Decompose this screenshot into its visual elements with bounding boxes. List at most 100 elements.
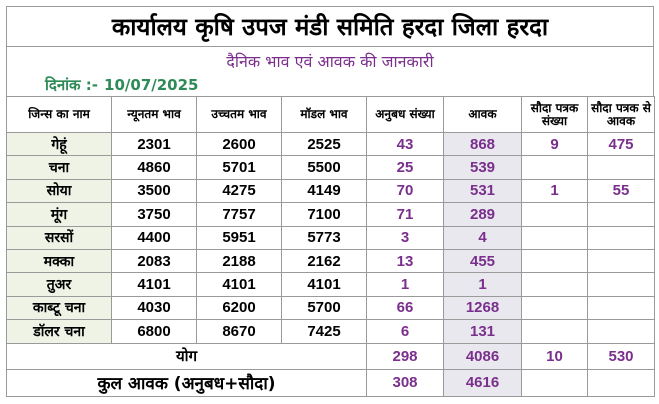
cell-max-price: 5951 (196, 225, 282, 250)
cell-deal-arrival (587, 202, 655, 227)
cell-commodity-name: मक्का (6, 248, 112, 274)
total-row: योग 298 4086 10 530 (6, 342, 655, 370)
cell-max-price: 6200 (196, 295, 282, 321)
cell-max-price: 8670 (196, 319, 282, 344)
cell-max-price: 2188 (196, 248, 282, 274)
cell-commodity-name: डॉलर चना (6, 319, 112, 344)
cell-model-price: 2162 (281, 248, 367, 274)
cell-deal-count (521, 202, 588, 227)
cell-model-price: 4149 (281, 178, 367, 204)
table-row: काब्टू चना 4030 6200 5700 66 1268 (6, 295, 655, 321)
cell-deal-arrival (587, 319, 655, 344)
cell-commodity-name: सोया (6, 178, 112, 204)
cell-model-price: 2525 (281, 131, 367, 157)
cell-arrival: 1268 (443, 295, 522, 321)
total-deal-count: 10 (521, 342, 588, 370)
grand-total-empty-2 (587, 368, 655, 397)
cell-max-price: 2600 (196, 131, 282, 157)
cell-arrival: 531 (443, 178, 522, 204)
grand-total-empty-1 (521, 368, 588, 397)
col-header-arrival: आवक (443, 96, 522, 133)
cell-contract-count: 66 (366, 295, 444, 321)
cell-model-price: 5500 (281, 155, 367, 180)
cell-deal-count (521, 225, 588, 250)
cell-contract-count: 13 (366, 248, 444, 274)
cell-deal-count (521, 272, 588, 297)
grand-total-label: कुल आवक (अनुबध+सौदा) (6, 368, 367, 397)
cell-contract-count: 70 (366, 178, 444, 204)
page-subtitle: दैनिक भाव एवं आवक की जानकारी (6, 46, 654, 74)
cell-commodity-name: चना (6, 155, 112, 180)
cell-deal-arrival (587, 225, 655, 250)
date-line: दिनांक :- 10/07/2025 (6, 74, 654, 96)
cell-commodity-name: गेहूं (6, 131, 112, 157)
col-header-min-price: न्यूनतम भाव (111, 96, 197, 133)
table-row: तुअर 4101 4101 4101 1 1 (6, 272, 655, 297)
cell-commodity-name: सरसों (6, 225, 112, 250)
col-header-max-price: उच्चतम भाव (196, 96, 282, 133)
col-header-model-price: मॉडल भाव (281, 96, 367, 133)
cell-min-price: 4860 (111, 155, 197, 180)
cell-arrival: 289 (443, 202, 522, 227)
total-deal-arrival: 530 (587, 342, 655, 370)
cell-arrival: 868 (443, 131, 522, 157)
cell-arrival: 131 (443, 319, 522, 344)
date-label: दिनांक :- (45, 76, 99, 94)
cell-min-price: 6800 (111, 319, 197, 344)
cell-deal-count: 1 (521, 178, 588, 204)
cell-commodity-name: काब्टू चना (6, 295, 112, 321)
cell-contract-count: 1 (366, 272, 444, 297)
table-row: मूंग 3750 7757 7100 71 289 (6, 202, 655, 227)
grand-total-contract-count: 308 (366, 368, 444, 397)
cell-contract-count: 71 (366, 202, 444, 227)
cell-max-price: 4275 (196, 178, 282, 204)
grand-total-row: कुल आवक (अनुबध+सौदा) 308 4616 (6, 368, 655, 397)
cell-commodity-name: तुअर (6, 272, 112, 297)
cell-deal-arrival (587, 155, 655, 180)
grand-total-arrival: 4616 (443, 368, 522, 397)
cell-model-price: 4101 (281, 272, 367, 297)
cell-arrival: 4 (443, 225, 522, 250)
cell-max-price: 7757 (196, 202, 282, 227)
cell-min-price: 4101 (111, 272, 197, 297)
cell-min-price: 2301 (111, 131, 197, 157)
cell-deal-count: 9 (521, 131, 588, 157)
cell-deal-arrival: 475 (587, 131, 655, 157)
cell-deal-count (521, 248, 588, 274)
cell-deal-arrival (587, 248, 655, 274)
cell-contract-count: 43 (366, 131, 444, 157)
cell-deal-arrival: 55 (587, 178, 655, 204)
cell-deal-count (521, 319, 588, 344)
cell-min-price: 4400 (111, 225, 197, 250)
cell-arrival: 455 (443, 248, 522, 274)
col-header-commodity: जिन्स का नाम (6, 96, 112, 133)
total-label: योग (6, 342, 367, 370)
table-row: चना 4860 5701 5500 25 539 (6, 155, 655, 180)
cell-deal-arrival (587, 295, 655, 321)
table-row: सोया 3500 4275 4149 70 531 1 55 (6, 178, 655, 204)
cell-min-price: 3500 (111, 178, 197, 204)
table-header-row: जिन्स का नाम न्यूनतम भाव उच्चतम भाव मॉडल… (6, 96, 655, 133)
col-header-contract-count: अनुबध संख्या (366, 96, 444, 133)
cell-contract-count: 25 (366, 155, 444, 180)
table-row: डॉलर चना 6800 8670 7425 6 131 (6, 319, 655, 344)
cell-deal-count (521, 295, 588, 321)
cell-min-price: 3750 (111, 202, 197, 227)
cell-model-price: 7425 (281, 319, 367, 344)
table-row: गेहूं 2301 2600 2525 43 868 9 475 (6, 131, 655, 157)
cell-commodity-name: मूंग (6, 202, 112, 227)
cell-deal-arrival (587, 272, 655, 297)
date-value: 10/07/2025 (104, 76, 199, 94)
cell-deal-count (521, 155, 588, 180)
price-table: जिन्स का नाम न्यूनतम भाव उच्चतम भाव मॉडल… (6, 96, 655, 397)
total-arrival: 4086 (443, 342, 522, 370)
cell-model-price: 5700 (281, 295, 367, 321)
table-row: सरसों 4400 5951 5773 3 4 (6, 225, 655, 250)
cell-model-price: 7100 (281, 202, 367, 227)
col-header-deal-arrival: सौदा पत्रक से आवक (587, 96, 655, 133)
cell-model-price: 5773 (281, 225, 367, 250)
cell-arrival: 539 (443, 155, 522, 180)
cell-contract-count: 3 (366, 225, 444, 250)
cell-contract-count: 6 (366, 319, 444, 344)
